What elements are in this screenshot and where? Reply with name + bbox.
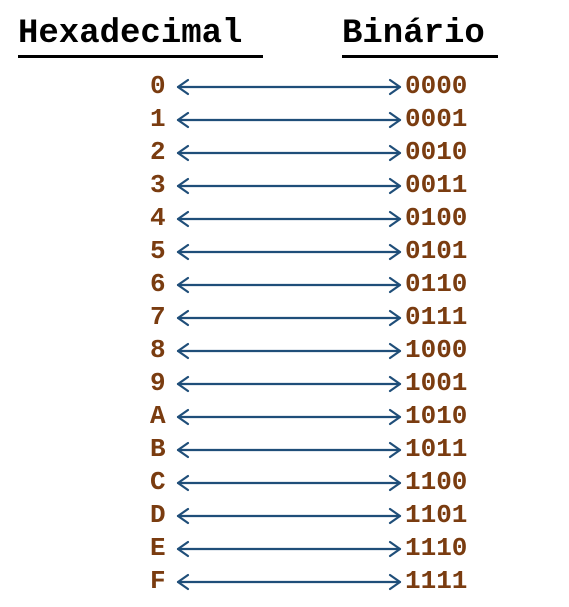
hex-digit: 3: [150, 170, 166, 200]
double-arrow-icon: [176, 243, 402, 261]
double-arrow-icon: [176, 276, 402, 294]
binary-value: 0000: [405, 71, 468, 101]
double-arrow-icon: [176, 507, 402, 525]
conversion-row: 9 1001: [0, 367, 569, 400]
double-arrow-icon: [176, 177, 402, 195]
conversion-row: A 1010: [0, 400, 569, 433]
binary-value: 1111: [405, 566, 468, 596]
double-arrow-icon: [176, 342, 402, 360]
hex-digit: 0: [150, 71, 166, 101]
hex-digit: 2: [150, 137, 166, 167]
binary-heading-underline: [342, 55, 498, 58]
binary-value: 1011: [405, 434, 468, 464]
double-arrow-icon: [176, 441, 402, 459]
double-arrow-icon: [176, 408, 402, 426]
binary-value: 0101: [405, 236, 468, 266]
conversion-row: E 1110: [0, 532, 569, 565]
conversion-row: 3 0011: [0, 169, 569, 202]
conversion-row: 1 0001: [0, 103, 569, 136]
conversion-row: B 1011: [0, 433, 569, 466]
hex-digit: 7: [150, 302, 166, 332]
binary-value: 0100: [405, 203, 468, 233]
conversion-row: 0 0000: [0, 70, 569, 103]
hex-digit: 9: [150, 368, 166, 398]
binary-value: 0010: [405, 137, 468, 167]
hex-digit: 6: [150, 269, 166, 299]
double-arrow-icon: [176, 573, 402, 591]
conversion-row: 6 0110: [0, 268, 569, 301]
binary-value: 0011: [405, 170, 468, 200]
hex-digit: A: [150, 401, 166, 431]
binary-value: 1110: [405, 533, 468, 563]
binary-value: 1000: [405, 335, 468, 365]
hex-digit: B: [150, 434, 166, 464]
binary-value: 1101: [405, 500, 468, 530]
conversion-row: C 1100: [0, 466, 569, 499]
double-arrow-icon: [176, 540, 402, 558]
hex-digit: F: [150, 566, 166, 596]
conversion-row: F 1111: [0, 565, 569, 598]
binary-value: 1100: [405, 467, 468, 497]
binary-value: 0111: [405, 302, 468, 332]
double-arrow-icon: [176, 210, 402, 228]
double-arrow-icon: [176, 474, 402, 492]
binary-value: 0001: [405, 104, 468, 134]
conversion-row: 8 1000: [0, 334, 569, 367]
hex-digit: D: [150, 500, 166, 530]
conversion-row: 5 0101: [0, 235, 569, 268]
conversion-row: 7 0111: [0, 301, 569, 334]
hex-digit: 4: [150, 203, 166, 233]
hexadecimal-heading-underline: [18, 55, 263, 58]
double-arrow-icon: [176, 375, 402, 393]
conversion-row: 2 0010: [0, 136, 569, 169]
hex-digit: E: [150, 533, 166, 563]
binary-value: 1001: [405, 368, 468, 398]
hex-digit: C: [150, 467, 166, 497]
conversion-row: D 1101: [0, 499, 569, 532]
binary-heading: Binário: [342, 15, 485, 53]
hexadecimal-heading: Hexadecimal: [18, 15, 243, 53]
double-arrow-icon: [176, 111, 402, 129]
double-arrow-icon: [176, 309, 402, 327]
conversion-row: 4 0100: [0, 202, 569, 235]
hex-digit: 1: [150, 104, 166, 134]
binary-value: 0110: [405, 269, 468, 299]
double-arrow-icon: [176, 144, 402, 162]
hex-digit: 8: [150, 335, 166, 365]
double-arrow-icon: [176, 78, 402, 96]
hex-digit: 5: [150, 236, 166, 266]
binary-value: 1010: [405, 401, 468, 431]
